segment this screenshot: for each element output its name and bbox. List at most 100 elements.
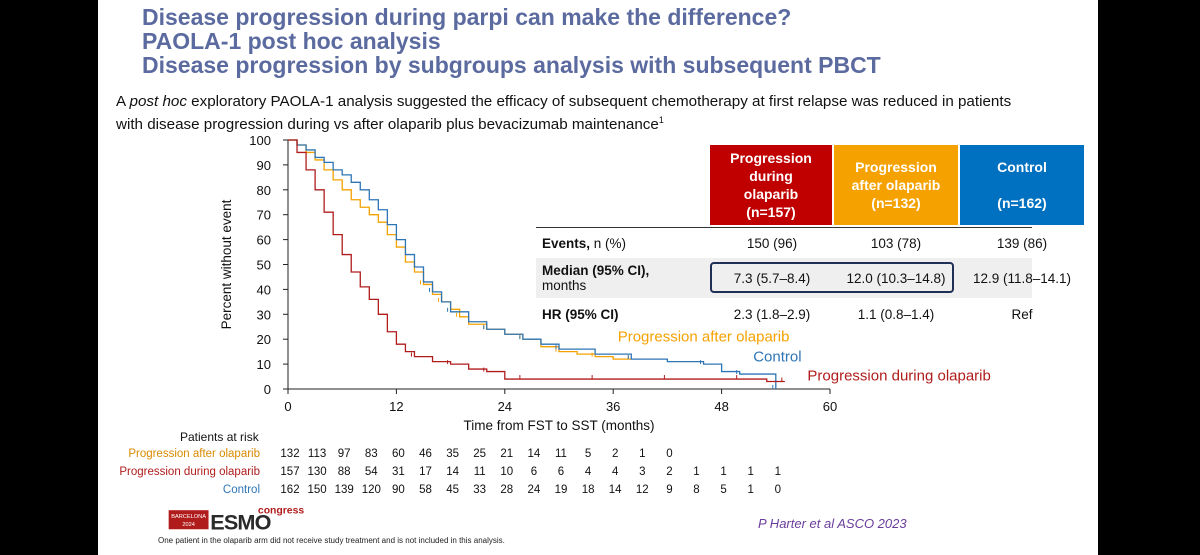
y-axis-label: Percent without event [219, 199, 234, 329]
risk-count: 28 [500, 484, 514, 496]
risk-count: 6 [530, 466, 538, 478]
subtitle-italic: post hoc [129, 93, 187, 110]
row-label-bold: Median (95% CI), [542, 263, 650, 278]
risk-count: 113 [307, 448, 327, 460]
risk-count: 132 [280, 448, 300, 460]
header-line: Control [997, 159, 1047, 175]
risk-count: 58 [419, 484, 432, 496]
logo-suffix: congress [258, 506, 304, 517]
header-line: Progression [855, 159, 937, 175]
risk-count: 17 [419, 466, 432, 478]
risk-count: 5 [720, 484, 727, 496]
table-cell: 12.9 (11.8–14.1) [972, 270, 1072, 286]
table-row: HR (95% CI) 2.3 (1.8–2.9) 1.1 (0.8–1.4) Ref [536, 299, 1033, 329]
footnote: One patient in the olaparib arm did not … [158, 536, 505, 545]
curve-label: Progression during olaparib [807, 367, 990, 384]
y-tick-label: 40 [257, 282, 271, 297]
y-tick-label: 50 [257, 258, 271, 273]
curve-label: Progression after olaparib [618, 329, 790, 346]
header-line: Progression [730, 150, 812, 166]
risk-count: 11 [473, 466, 486, 478]
x-tick-label: 48 [714, 399, 728, 414]
risk-count: 14 [527, 448, 541, 460]
risk-count: 24 [527, 484, 541, 496]
km-chart: 0 10 20 30 40 50 60 70 80 90 100 0 12 24 36 48 60 Percent… [219, 133, 991, 433]
table-cell: Ref [1011, 306, 1033, 322]
risk-count: 130 [307, 466, 327, 478]
header-line: after olaparib [851, 177, 941, 193]
table-cell: 139 (86) [996, 235, 1048, 251]
slide-title: Disease progression during parpi can mak… [142, 5, 881, 77]
risk-count: 2 [666, 466, 673, 478]
subtitle-pre: A [116, 93, 130, 110]
subtitle-post: exploratory PAOLA-1 analysis suggested t… [116, 93, 1012, 134]
table-cell: 150 (96) [746, 235, 798, 251]
risk-count: 1 [747, 484, 754, 496]
y-tick-label: 10 [257, 357, 271, 372]
risk-row-name: Progression after olaparib [128, 448, 260, 460]
risk-count: 8 [693, 484, 700, 496]
risk-count: 0 [666, 448, 673, 460]
risk-count: 35 [446, 448, 459, 460]
risk-count: 3 [639, 466, 646, 478]
risk-count: 0 [774, 484, 781, 496]
row-label-line2: months [542, 278, 587, 293]
risk-count: 31 [391, 466, 405, 478]
header-progression-after: Progression after olaparib (n=132) [834, 145, 958, 225]
table-cell: 1.1 (0.8–1.4) [857, 306, 935, 322]
row-label-bold: HR (95% CI) [542, 306, 619, 322]
risk-count: 9 [666, 484, 673, 496]
risk-count: 1 [639, 448, 646, 460]
risk-count: 10 [500, 466, 514, 478]
risk-count: 1 [747, 466, 754, 478]
title-line-1: Disease progression during parpi can mak… [142, 4, 792, 30]
table-cell: 103 (78) [870, 235, 922, 251]
table-row: Median (95% CI), months 7.3 (5.7–8.4) 12.0 … [536, 258, 1071, 298]
y-tick-label: 20 [257, 332, 271, 347]
risk-count: 25 [473, 448, 487, 460]
title-line-2: PAOLA-1 post hoc analysis [142, 28, 441, 54]
risk-table-title: Patients at risk [180, 430, 259, 444]
x-tick-label: 24 [498, 399, 512, 414]
row-label: Events, n (%) [542, 236, 626, 251]
risk-count: 60 [391, 448, 405, 460]
header-line: during [749, 168, 793, 184]
x-tick-label: 0 [284, 399, 291, 414]
risk-count: 1 [720, 466, 727, 478]
risk-count: 1 [774, 466, 781, 478]
risk-row-name: Control [222, 484, 260, 496]
median-highlight-box [710, 262, 954, 293]
table-cell: 12.0 (10.3–14.8) [846, 270, 946, 286]
risk-count: 150 [307, 484, 327, 496]
y-tick-label: 60 [257, 233, 271, 248]
y-tick-label: 90 [257, 158, 271, 173]
table-cell: 7.3 (5.7–8.4) [733, 270, 811, 286]
risk-count: 97 [337, 448, 351, 460]
risk-count: 21 [500, 448, 514, 460]
esmo-congress-logo: BARCELONA 2024 ESMO congress [168, 506, 304, 531]
risk-count: 4 [584, 466, 592, 478]
row-label-bold: Events, [542, 235, 591, 251]
row-label-rest: n (%) [590, 235, 627, 251]
risk-count: 11 [555, 448, 567, 460]
title-line-3: Disease progression by subgroups analysi… [142, 52, 881, 78]
citation: P Harter et al ASCO 2023 [758, 516, 907, 531]
risk-count: 120 [361, 484, 381, 496]
y-tick-label: 0 [264, 382, 271, 397]
row-label: HR (95% CI) [542, 307, 619, 322]
subtitle-sup: 1 [658, 115, 664, 125]
y-tick-label: 80 [257, 183, 271, 198]
risk-count: 54 [364, 466, 378, 478]
logo-city: BARCELONA [171, 514, 206, 520]
header-progression-during: Progression during olaparib (n=157) [710, 145, 832, 225]
risk-count: 6 [557, 466, 565, 478]
x-axis-label: Time from FST to SST (months) [463, 418, 654, 433]
risk-count: 45 [446, 484, 459, 496]
header-line: (n=157) [746, 204, 796, 220]
x-tick-label: 60 [823, 399, 837, 414]
risk-count: 46 [419, 448, 432, 460]
risk-count: 162 [280, 484, 300, 496]
risk-count: 19 [554, 484, 568, 496]
risk-count: 139 [334, 484, 354, 496]
slide: Disease progression during parpi can mak… [98, 0, 1098, 555]
